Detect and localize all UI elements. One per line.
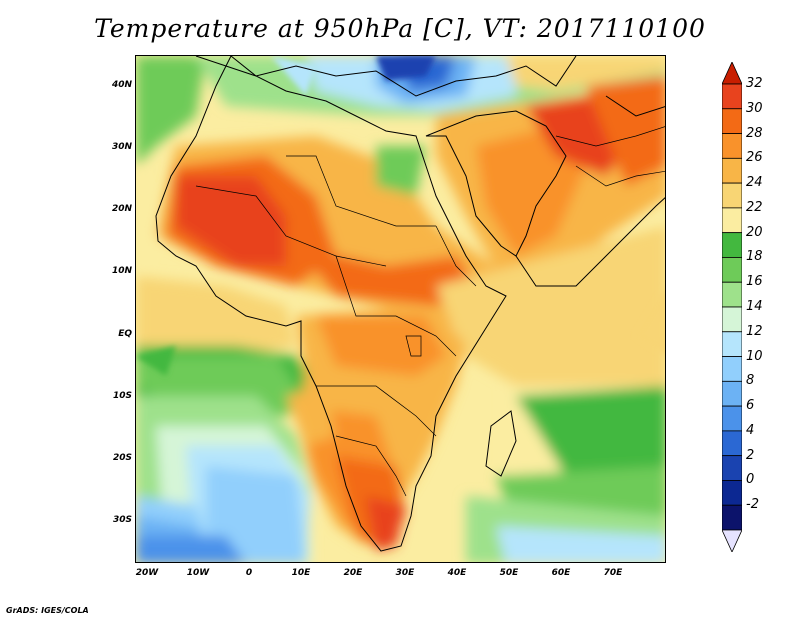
lon-label-20w: 20W bbox=[135, 568, 159, 578]
colorbar-box bbox=[722, 306, 742, 333]
colorbar-label: 2 bbox=[746, 447, 755, 463]
colorbar-box bbox=[722, 405, 742, 432]
colorbar-label: 20 bbox=[746, 224, 763, 240]
colorbar-box bbox=[722, 504, 742, 531]
lon-label-10e: 10E bbox=[291, 568, 311, 578]
lon-label-40e: 40E bbox=[447, 568, 467, 578]
colorbar bbox=[722, 62, 742, 552]
colorbar-label: 32 bbox=[746, 76, 763, 91]
colorbar-box bbox=[722, 430, 742, 457]
colorbar-box bbox=[722, 83, 742, 110]
colorbar-label: 6 bbox=[746, 398, 755, 414]
lon-label-10w: 10W bbox=[186, 568, 210, 578]
colorbar-label: 12 bbox=[746, 323, 763, 339]
colorbar-label: 0 bbox=[746, 472, 755, 488]
temperature-bands bbox=[136, 56, 665, 562]
colorbar-box bbox=[722, 480, 742, 506]
colorbar-box bbox=[722, 257, 742, 283]
lat-label-20s: 20S bbox=[112, 453, 132, 463]
colorbar-box bbox=[722, 207, 742, 234]
colorbar-label: 26 bbox=[746, 150, 763, 166]
colorbar-label: 22 bbox=[746, 199, 763, 215]
lon-label-20e: 20E bbox=[343, 568, 363, 578]
coastlines bbox=[155, 56, 665, 552]
colorbar-box bbox=[722, 133, 742, 159]
colorbar-box bbox=[722, 331, 742, 357]
lon-label-50e: 50E bbox=[499, 568, 519, 578]
lon-label-30e: 30E bbox=[395, 568, 415, 578]
colorbar-label: 28 bbox=[746, 125, 763, 141]
colorbar-box bbox=[722, 281, 742, 308]
lon-label-70e: 70E bbox=[603, 568, 623, 578]
lat-label-20n: 20N bbox=[111, 204, 132, 214]
colorbar-label: 14 bbox=[746, 299, 763, 314]
colorbar-label: 8 bbox=[746, 373, 755, 389]
colorbar-arrow-top bbox=[722, 62, 742, 85]
colorbar-box bbox=[722, 380, 742, 407]
colorbar-label: -2 bbox=[746, 497, 759, 513]
colorbar-box bbox=[722, 232, 742, 258]
temperature-map bbox=[135, 55, 666, 563]
colorbar-box bbox=[722, 157, 742, 184]
colorbar-label: 4 bbox=[746, 422, 755, 438]
lat-label-30s: 30S bbox=[112, 515, 132, 525]
lat-label-30n: 30N bbox=[111, 142, 132, 152]
colorbar-box bbox=[722, 356, 742, 382]
lon-label-60e: 60E bbox=[551, 568, 571, 578]
lon-label-0: 0 bbox=[245, 568, 253, 578]
lat-label-10n: 10N bbox=[111, 266, 132, 276]
colorbar-boxes bbox=[722, 62, 742, 552]
colorbar-box bbox=[722, 108, 742, 134]
lat-label-10s: 10S bbox=[112, 391, 132, 401]
colorbar-label: 24 bbox=[746, 175, 763, 191]
footer-credit: GrADS: IGES/COLA bbox=[6, 606, 89, 615]
colorbar-label: 18 bbox=[746, 249, 763, 265]
lat-label-eq: EQ bbox=[118, 329, 132, 339]
colorbar-label: 30 bbox=[746, 100, 763, 116]
colorbar-arrow-bottom bbox=[722, 529, 742, 552]
colorbar-box bbox=[722, 455, 742, 481]
colorbar-label: 10 bbox=[746, 348, 763, 364]
lat-label-40n: 40N bbox=[111, 80, 132, 90]
map-title: Temperature at 950hPa [C], VT: 201711010… bbox=[94, 14, 706, 43]
colorbar-box bbox=[722, 182, 742, 209]
temperature-field bbox=[136, 56, 665, 562]
colorbar-label: 16 bbox=[746, 274, 763, 290]
temperature-detail bbox=[136, 56, 665, 376]
